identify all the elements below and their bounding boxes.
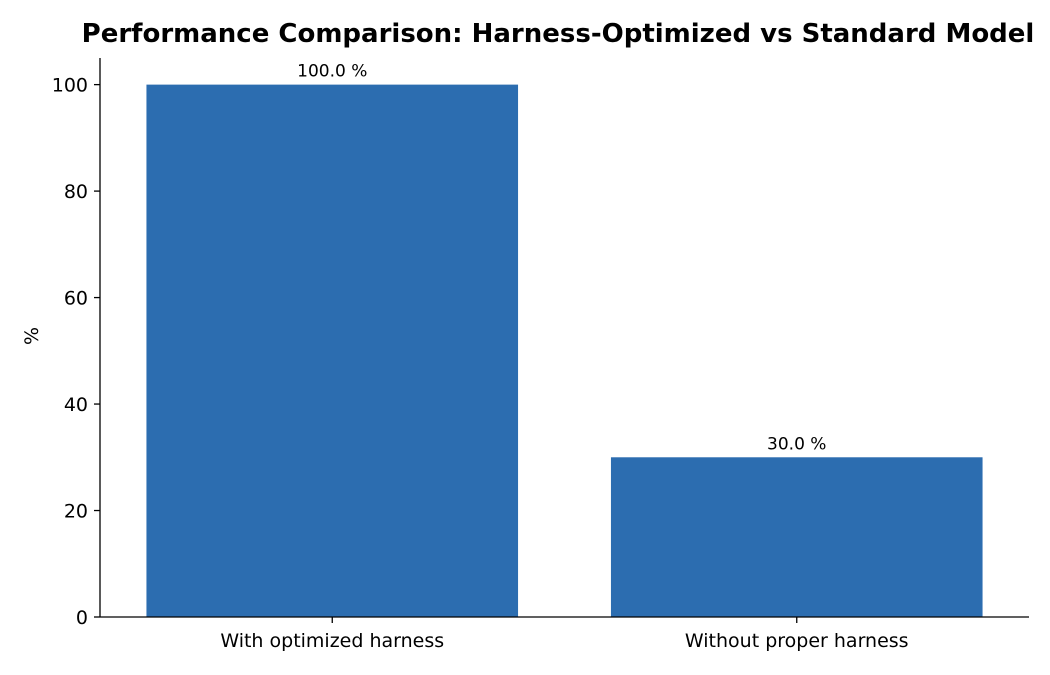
y-tick-label-100: 100 [52, 75, 88, 97]
data-label-2: 30.0 % [767, 434, 826, 454]
bar-1 [146, 84, 519, 618]
y-tick-label-40: 40 [64, 394, 88, 416]
x-ticks-layer: With optimized harness Without proper har… [220, 617, 909, 652]
y-tick-label-0: 0 [76, 607, 88, 629]
y-ticks-layer: 0 20 40 60 80 100 [52, 75, 100, 629]
data-labels-layer: 100.0 % 30.0 % [297, 62, 826, 455]
chart-title: Performance Comparison: Harness-Optimize… [82, 19, 1035, 49]
y-axis-label: % [21, 327, 43, 345]
bars-layer [146, 84, 983, 618]
bar-2 [610, 457, 983, 617]
data-label-1: 100.0 % [297, 62, 367, 82]
y-tick-label-80: 80 [64, 181, 88, 203]
y-tick-label-60: 60 [64, 288, 88, 310]
x-tick-label-1: With optimized harness [220, 630, 444, 652]
y-tick-label-20: 20 [64, 501, 88, 523]
x-tick-label-2: Without proper harness [685, 630, 909, 652]
